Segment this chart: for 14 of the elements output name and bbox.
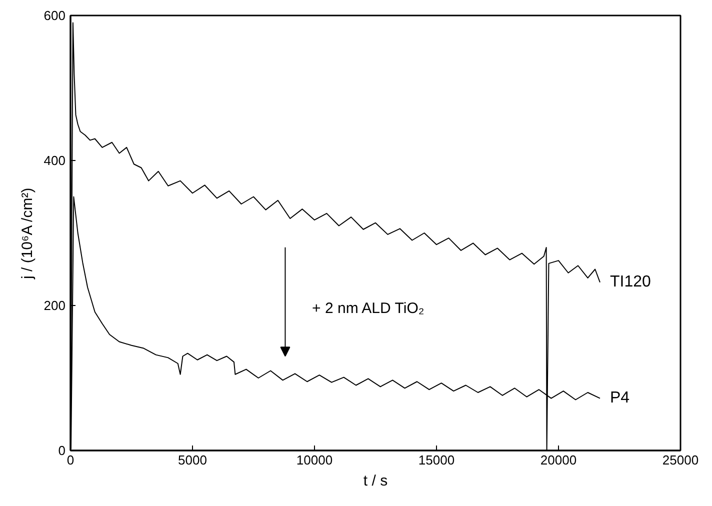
y-tick-label: 0 <box>58 443 66 458</box>
y-tick-label: 400 <box>44 153 66 168</box>
series-label: P4 <box>610 389 630 406</box>
x-tick-label: 15000 <box>418 452 455 468</box>
annotation: + 2 nm ALD TiO₂ <box>312 300 424 317</box>
x-tick-label: 25000 <box>662 452 699 468</box>
x-axis-title: t / s <box>363 472 388 490</box>
x-tick-label: 20000 <box>540 452 577 468</box>
x-tick-label: 10000 <box>296 452 333 468</box>
y-axis-title: j / (10⁶A /cm²) <box>18 188 36 280</box>
y-tick-label: 200 <box>44 298 66 313</box>
x-tick-label: 5000 <box>178 452 207 468</box>
y-tick-label: 600 <box>44 8 66 23</box>
series-label: TI120 <box>610 273 651 290</box>
